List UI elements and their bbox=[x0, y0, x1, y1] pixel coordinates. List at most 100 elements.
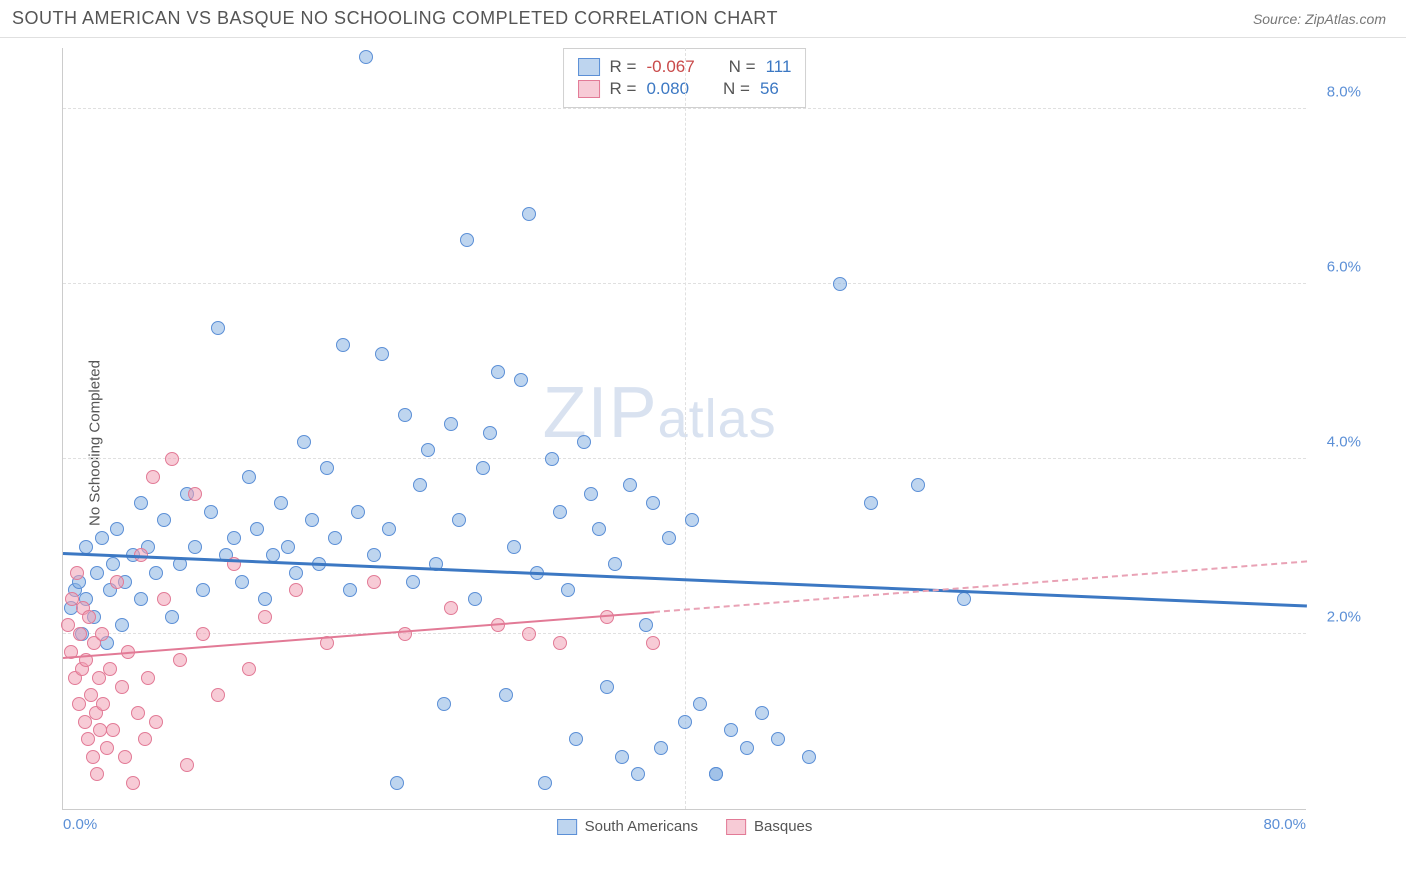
data-point bbox=[444, 417, 458, 431]
data-point bbox=[709, 767, 723, 781]
data-point bbox=[131, 706, 145, 720]
data-point bbox=[242, 470, 256, 484]
data-point bbox=[740, 741, 754, 755]
data-point bbox=[141, 671, 155, 685]
data-point bbox=[577, 435, 591, 449]
x-tick-label: 0.0% bbox=[63, 816, 97, 833]
y-tick-label: 8.0% bbox=[1327, 84, 1361, 101]
data-point bbox=[911, 478, 925, 492]
data-point bbox=[96, 697, 110, 711]
data-point bbox=[90, 566, 104, 580]
data-point bbox=[367, 548, 381, 562]
data-point bbox=[592, 522, 606, 536]
data-point bbox=[70, 566, 84, 580]
plot-region: ZIPatlas R = -0.067N = 111R = 0.080N = 5… bbox=[62, 48, 1306, 810]
data-point bbox=[242, 662, 256, 676]
data-point bbox=[110, 522, 124, 536]
data-point bbox=[437, 697, 451, 711]
data-point bbox=[662, 531, 676, 545]
data-point bbox=[84, 688, 98, 702]
data-point bbox=[460, 233, 474, 247]
data-point bbox=[235, 575, 249, 589]
n-value: 111 bbox=[766, 57, 792, 77]
chart-source: Source: ZipAtlas.com bbox=[1253, 11, 1386, 27]
data-point bbox=[367, 575, 381, 589]
data-point bbox=[227, 531, 241, 545]
data-point bbox=[297, 435, 311, 449]
r-label: R = bbox=[610, 79, 637, 99]
data-point bbox=[685, 513, 699, 527]
data-point bbox=[499, 688, 513, 702]
data-point bbox=[305, 513, 319, 527]
source-link[interactable]: ZipAtlas.com bbox=[1305, 11, 1386, 27]
data-point bbox=[957, 592, 971, 606]
r-value: -0.067 bbox=[646, 57, 694, 77]
data-point bbox=[289, 583, 303, 597]
chart-title: SOUTH AMERICAN VS BASQUE NO SCHOOLING CO… bbox=[12, 8, 778, 29]
r-label: R = bbox=[610, 57, 637, 77]
n-label: N = bbox=[723, 79, 750, 99]
data-point bbox=[483, 426, 497, 440]
y-tick-label: 6.0% bbox=[1327, 259, 1361, 276]
data-point bbox=[211, 688, 225, 702]
data-point bbox=[115, 680, 129, 694]
data-point bbox=[165, 610, 179, 624]
data-point bbox=[390, 776, 404, 790]
data-point bbox=[204, 505, 218, 519]
data-point bbox=[413, 478, 427, 492]
y-tick-label: 4.0% bbox=[1327, 434, 1361, 451]
data-point bbox=[351, 505, 365, 519]
data-point bbox=[336, 338, 350, 352]
data-point bbox=[584, 487, 598, 501]
data-point bbox=[173, 653, 187, 667]
data-point bbox=[165, 452, 179, 466]
legend-item: South Americans bbox=[557, 818, 698, 835]
data-point bbox=[134, 496, 148, 510]
data-point bbox=[623, 478, 637, 492]
data-point bbox=[569, 732, 583, 746]
series-legend: South Americans Basques bbox=[557, 818, 813, 835]
y-tick-label: 2.0% bbox=[1327, 609, 1361, 626]
data-point bbox=[250, 522, 264, 536]
data-point bbox=[545, 452, 559, 466]
data-point bbox=[646, 636, 660, 650]
data-point bbox=[678, 715, 692, 729]
data-point bbox=[864, 496, 878, 510]
data-point bbox=[382, 522, 396, 536]
n-value: 56 bbox=[760, 79, 779, 99]
data-point bbox=[359, 50, 373, 64]
data-point bbox=[274, 496, 288, 510]
data-point bbox=[188, 487, 202, 501]
data-point bbox=[118, 750, 132, 764]
data-point bbox=[631, 767, 645, 781]
data-point bbox=[608, 557, 622, 571]
data-point bbox=[522, 207, 536, 221]
chart-area: No Schooling Completed ZIPatlas R = -0.0… bbox=[52, 48, 1366, 838]
data-point bbox=[100, 741, 114, 755]
data-point bbox=[73, 627, 87, 641]
data-point bbox=[79, 540, 93, 554]
data-point bbox=[561, 583, 575, 597]
legend-label: Basques bbox=[754, 818, 812, 835]
data-point bbox=[476, 461, 490, 475]
legend-swatch bbox=[578, 80, 600, 98]
legend-swatch bbox=[578, 58, 600, 76]
data-point bbox=[103, 662, 117, 676]
data-point bbox=[138, 732, 152, 746]
data-point bbox=[538, 776, 552, 790]
trend-line bbox=[63, 611, 654, 659]
data-point bbox=[157, 592, 171, 606]
legend-swatch bbox=[557, 819, 577, 835]
gridline-v bbox=[685, 48, 686, 809]
data-point bbox=[320, 461, 334, 475]
data-point bbox=[82, 610, 96, 624]
data-point bbox=[343, 583, 357, 597]
data-point bbox=[491, 365, 505, 379]
data-point bbox=[833, 277, 847, 291]
data-point bbox=[771, 732, 785, 746]
data-point bbox=[468, 592, 482, 606]
data-point bbox=[724, 723, 738, 737]
chart-header: SOUTH AMERICAN VS BASQUE NO SCHOOLING CO… bbox=[0, 0, 1406, 38]
data-point bbox=[639, 618, 653, 632]
data-point bbox=[398, 408, 412, 422]
